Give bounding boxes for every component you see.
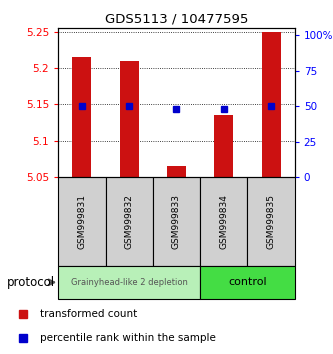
Bar [200, 266, 295, 299]
Text: GSM999831: GSM999831 [77, 194, 87, 249]
Text: GSM999832: GSM999832 [125, 194, 134, 249]
Bar [106, 177, 153, 266]
Bar [214, 115, 233, 177]
Bar [262, 32, 280, 177]
Bar [247, 177, 295, 266]
Text: control: control [228, 277, 267, 287]
Bar [73, 57, 91, 177]
Bar [153, 177, 200, 266]
Text: transformed count: transformed count [40, 308, 137, 319]
Bar [58, 266, 200, 299]
Text: protocol: protocol [7, 276, 55, 289]
Text: percentile rank within the sample: percentile rank within the sample [40, 333, 216, 343]
Text: GSM999833: GSM999833 [172, 194, 181, 249]
Text: GSM999834: GSM999834 [219, 194, 228, 249]
Bar [58, 177, 106, 266]
Text: Grainyhead-like 2 depletion: Grainyhead-like 2 depletion [71, 278, 187, 287]
Bar [120, 61, 139, 177]
Title: GDS5113 / 10477595: GDS5113 / 10477595 [105, 13, 248, 26]
Bar [200, 177, 247, 266]
Bar [167, 166, 186, 177]
Text: GSM999835: GSM999835 [266, 194, 276, 249]
